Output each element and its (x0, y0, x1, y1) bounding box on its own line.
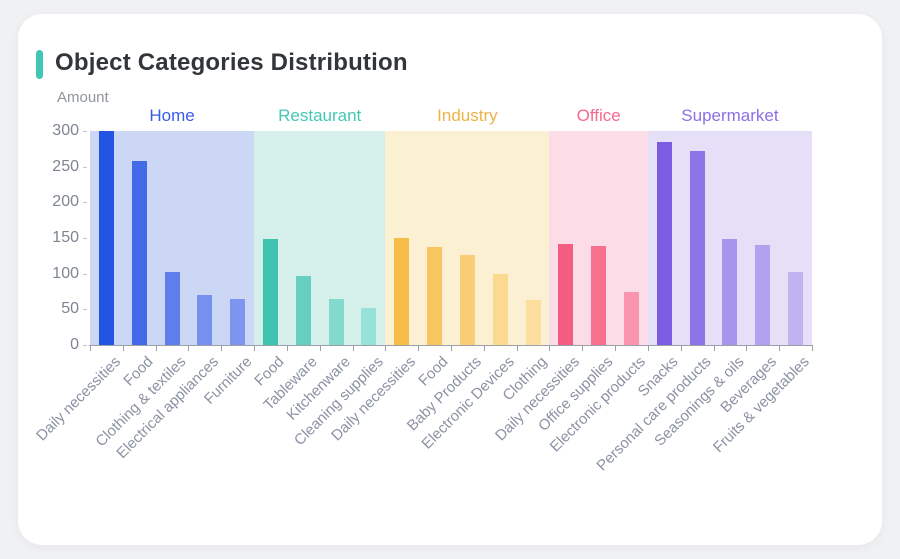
title-accent-bar (36, 50, 43, 79)
y-axis-tick (83, 309, 87, 311)
x-axis-tick (483, 345, 485, 351)
bar-supermarket-personal-care-products[interactable] (689, 150, 705, 345)
bar-supermarket-beverages[interactable] (755, 245, 771, 345)
x-axis-tick (582, 345, 584, 351)
x-axis-tick (221, 345, 223, 351)
bar-industry-clothing[interactable] (525, 300, 541, 345)
y-axis-tick (83, 273, 87, 275)
bar-industry-food[interactable] (427, 246, 443, 345)
bar-industry-daily-necessities[interactable] (394, 238, 410, 345)
x-axis-tick (451, 345, 452, 351)
x-axis-tick (352, 345, 354, 351)
ytick-label-300: 300 (52, 122, 79, 139)
bar-restaurant-kitchenware[interactable] (328, 298, 344, 345)
bar-office-electronic-products[interactable] (624, 291, 639, 345)
x-axis-tick (319, 345, 321, 351)
x-axis-tick (385, 345, 387, 351)
x-axis-tick (713, 345, 715, 351)
bar-supermarket-snacks[interactable] (656, 141, 672, 345)
x-axis-tick (549, 345, 551, 351)
y-axis-tick (83, 166, 87, 168)
bar-home-electrical-appliances[interactable] (197, 295, 213, 345)
bar-restaurant-tableware[interactable] (295, 275, 311, 345)
y-axis-tick (83, 345, 87, 346)
bar-office-daily-necessities[interactable] (558, 243, 574, 345)
x-axis-tick (615, 345, 617, 351)
y-axis-title: Amount (57, 89, 109, 106)
x-axis-tick (779, 345, 781, 351)
ytick-label-100: 100 (52, 264, 79, 282)
bar-home-clothing-textiles[interactable] (164, 271, 180, 345)
bar-home-daily-necessities[interactable] (98, 131, 114, 345)
bar-industry-baby-products[interactable] (459, 255, 475, 345)
y-axis-tick (83, 238, 87, 239)
x-axis-tick (746, 345, 748, 351)
x-axis-tick (812, 345, 813, 351)
group-label-restaurant: Restaurant (278, 106, 362, 125)
ytick-label-200: 200 (52, 193, 79, 211)
x-axis-tick (188, 345, 190, 351)
group-label-office: Office (576, 106, 621, 125)
ytick-label-0: 0 (70, 336, 79, 353)
group-label-supermarket: Supermarket (681, 106, 779, 125)
bar-industry-electronic-devices[interactable] (492, 273, 508, 345)
bar-restaurant-cleaning-supplies[interactable] (361, 307, 377, 345)
ytick-label-150: 150 (52, 229, 79, 246)
x-axis-tick (647, 345, 649, 351)
ytick-label-250: 250 (52, 157, 79, 175)
x-axis-tick (680, 345, 682, 351)
y-axis-tick (83, 131, 87, 132)
bar-office-office-supplies[interactable] (591, 245, 607, 345)
x-axis-tick (418, 345, 420, 351)
bar-home-food[interactable] (131, 160, 147, 345)
y-axis-tick (83, 202, 87, 204)
bar-supermarket-seasonings-oils[interactable] (722, 239, 738, 345)
bar-home-furniture[interactable] (230, 298, 246, 345)
x-axis-tick (155, 345, 157, 351)
x-axis-tick (90, 345, 91, 351)
x-axis-tick (516, 345, 518, 351)
ytick-label-50: 50 (61, 300, 79, 318)
x-axis-tick (254, 345, 256, 351)
page-title: Object Categories Distribution (55, 49, 408, 76)
bar-restaurant-food[interactable] (263, 239, 278, 345)
group-label-home: Home (149, 106, 195, 125)
group-label-industry: Industry (437, 106, 498, 125)
x-axis-tick (122, 345, 124, 351)
x-axis-tick (286, 345, 288, 351)
bar-supermarket-fruits-vegetables[interactable] (788, 272, 804, 345)
